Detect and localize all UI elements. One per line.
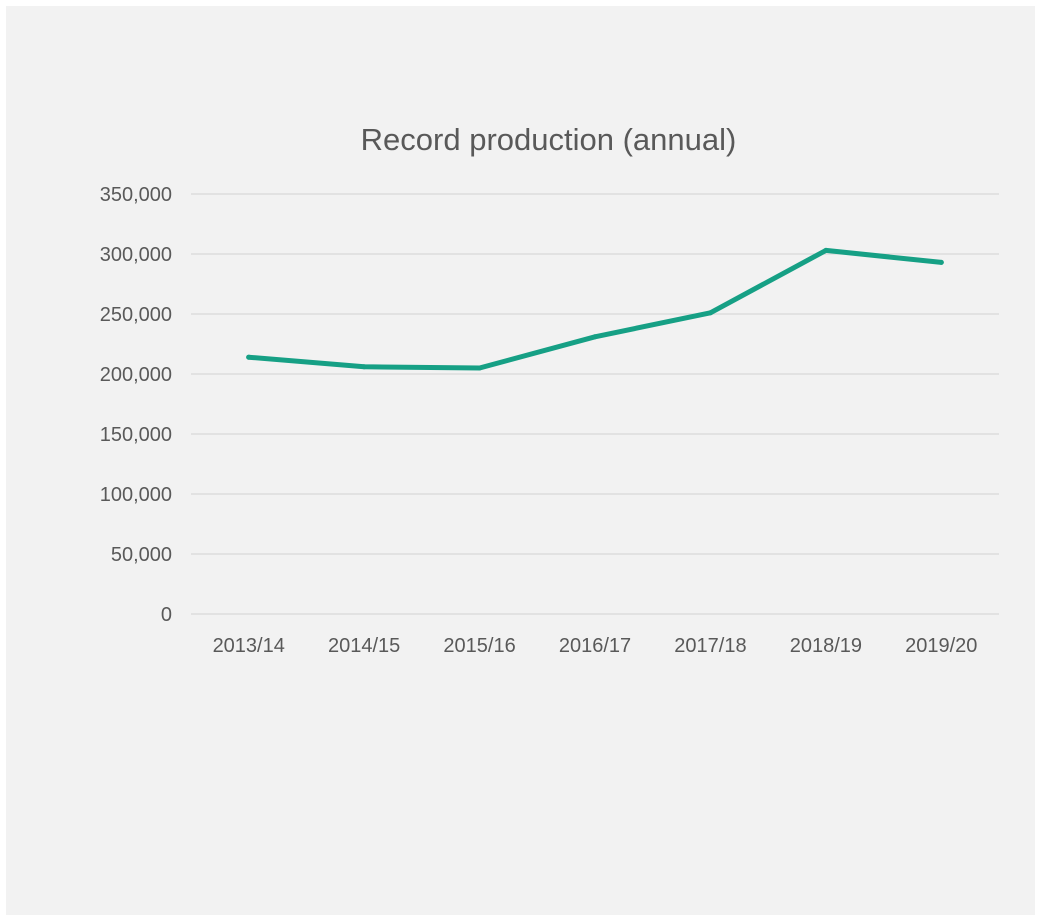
chart-title: Record production (annual): [360, 122, 737, 157]
y-axis-tick-labels: 0 50,000 100,000 150,000 200,000 250,000 300,0…: [100, 184, 172, 626]
data-point: [592, 334, 598, 340]
data-point: [361, 364, 367, 370]
x-tick-label: 2017/18: [674, 635, 746, 657]
y-tick-label: 0: [161, 604, 172, 626]
y-tick-label: 350,000: [100, 184, 172, 206]
data-point: [477, 365, 483, 371]
x-tick-label: 2015/16: [443, 635, 515, 657]
x-tick-label: 2018/19: [790, 635, 862, 657]
y-tick-label: 300,000: [100, 244, 172, 266]
y-tick-label: 200,000: [100, 364, 172, 386]
y-tick-label: 50,000: [111, 544, 172, 566]
y-tick-label: 150,000: [100, 424, 172, 446]
x-tick-label: 2016/17: [559, 635, 631, 657]
series-line: [246, 247, 944, 371]
x-tick-label: 2019/20: [905, 635, 977, 657]
series-layer: [246, 247, 944, 371]
data-point: [246, 354, 252, 360]
x-tick-label: 2014/15: [328, 635, 400, 657]
y-tick-label: 100,000: [100, 484, 172, 506]
data-point: [938, 259, 944, 265]
y-tick-label: 250,000: [100, 304, 172, 326]
chart-area: [6, 6, 1035, 915]
data-point: [823, 247, 829, 253]
data-point: [707, 310, 713, 316]
x-tick-label: 2013/14: [213, 635, 285, 657]
x-axis-tick-labels: 2013/14 2014/15 2015/16 2016/17 2017/18 2018/…: [213, 635, 978, 657]
